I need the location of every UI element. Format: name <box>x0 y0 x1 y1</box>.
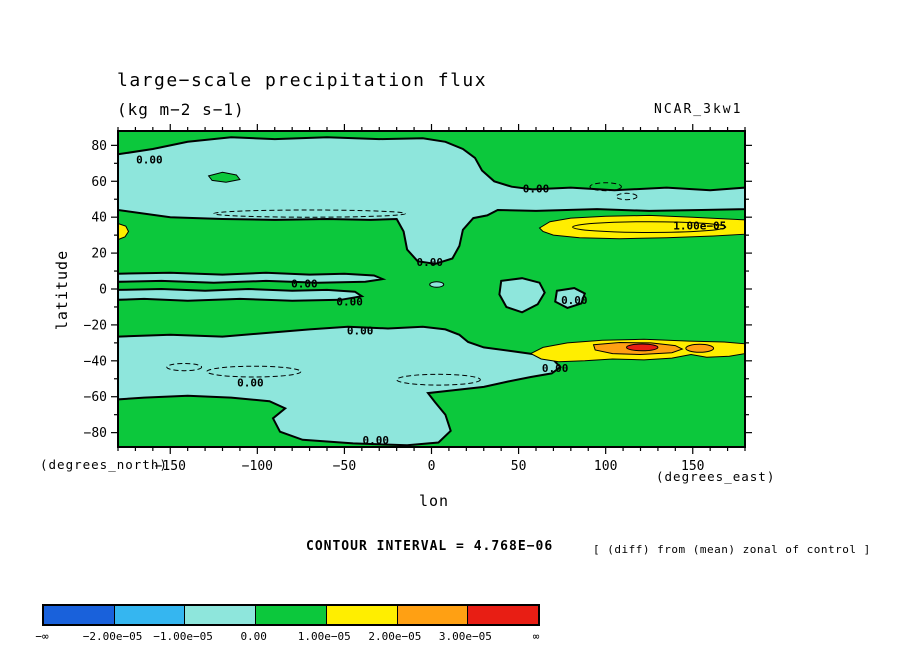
diff-note-text: [ (diff) from (mean) zonal of control ] <box>593 543 871 556</box>
x-tick-label: −50 <box>333 459 356 474</box>
colorbar-segment-orange <box>397 606 469 624</box>
map-feature-north-yellow-inner-contour <box>572 221 727 233</box>
x-axis-label: lon <box>419 492 450 510</box>
model-id-label: NCAR_3kw1 <box>654 102 743 117</box>
colorbar-boundary-label: 2.00e−05 <box>368 630 422 643</box>
map-feature-indian-ocean-cyan <box>498 277 546 314</box>
contour-label: 0.00 <box>561 294 588 307</box>
y-tick-label: 20 <box>91 247 107 262</box>
contour-label: 0.00 <box>237 376 264 389</box>
plot-units: (kg m−2 s−1) <box>117 100 245 119</box>
contour-label: 1.00e−05 <box>673 219 726 232</box>
contour-label: 0.00 <box>363 434 390 447</box>
y-tick-label: 40 <box>91 211 107 226</box>
y-tick-label: −20 <box>84 318 107 333</box>
map-feature-green-island-northwest <box>207 171 241 183</box>
colorbar-segment-red <box>468 606 539 624</box>
x-tick-label: 0 <box>428 459 436 474</box>
contour-label: 0.00 <box>136 154 163 167</box>
y-tick-label: 80 <box>91 139 107 154</box>
map-feature-dashed-contour-south-3 <box>166 363 203 372</box>
colorbar-segment-green <box>256 606 327 624</box>
map-feature-south-orange-east <box>685 343 715 353</box>
contour-label: 0.00 <box>291 278 318 291</box>
axis-ticks <box>111 124 752 454</box>
contour-label: 0.00 <box>417 256 444 269</box>
contour-labels: 0.00 0.00 1.00e−05 0.00 0.00 0.00 0.00 0.00 0.00… <box>136 154 726 447</box>
y-axis-units-label: (degrees_north) <box>40 457 168 472</box>
y-tick-label: −80 <box>84 426 107 441</box>
map-feature-south-cyan-mass <box>117 325 562 447</box>
colorbar-boundary-label: ∞ <box>532 630 540 643</box>
contour-label: 0.00 <box>347 324 374 337</box>
contour-interval-text: CONTOUR INTERVAL = 4.768E−06 <box>306 539 554 554</box>
map-feature-indian-ocean-cyan-east <box>554 287 587 309</box>
x-axis-units-label: (degrees_east) <box>656 469 776 484</box>
contour-label: 0.00 <box>336 296 363 309</box>
y-tick-label: −60 <box>84 390 107 405</box>
colorbar-boundary-label: 1.00e−05 <box>297 630 351 643</box>
map-feature-equatorial-cyan-spot <box>429 281 445 288</box>
map-feature-dashed-contour-northeast-2 <box>615 192 638 201</box>
map-feature-south-red-core <box>626 343 659 352</box>
colorbar-segment-cyan <box>185 606 257 624</box>
map-feature-dashed-contour-north-central <box>213 209 406 218</box>
contour-map-svg: −150 −100 −50 0 50 100 150 80 60 40 20 0 −20 −40 −60 −8… <box>84 124 752 474</box>
x-tick-label: 50 <box>511 459 527 474</box>
plot-title: large−scale precipitation flux <box>117 70 488 91</box>
colorbar-boundary-label: 0.00 <box>240 630 267 643</box>
y-tick-label: 60 <box>91 175 107 190</box>
colorbar-boundary-label: −∞ <box>35 630 49 643</box>
colorbar-labels: −∞ −2.00e−05 −1.00e−05 0.00 1.00e−05 2.00e−05… <box>35 630 540 646</box>
contour-label: 0.00 <box>542 362 569 375</box>
y-axis-label: latitude <box>53 249 71 331</box>
x-tick-label: 100 <box>594 459 617 474</box>
map-feature-equatorial-cyan-band-north <box>117 271 387 284</box>
colorbar-boundary-label: −1.00e−05 <box>153 630 213 643</box>
colorbar-boundary-label: −2.00e−05 <box>82 630 143 643</box>
axis-tick-labels: −150 −100 −50 0 50 100 150 80 60 40 20 0 −20 −40 −60 −8… <box>84 139 705 474</box>
colorbar-boundary-label: 3.00e−05 <box>438 630 492 643</box>
map-feature-dashed-contour-south-1 <box>206 365 302 378</box>
colorbar-segment-yellow <box>326 606 398 624</box>
colorbar-segment-skyblue <box>114 606 186 624</box>
y-tick-label: −40 <box>84 354 107 369</box>
colorbar-segment-blue <box>44 606 115 624</box>
map-feature-dashed-contour-south-2 <box>396 373 481 386</box>
map-features <box>117 136 746 447</box>
colorbar <box>42 604 540 626</box>
y-tick-label: 0 <box>99 283 107 298</box>
map-feature-equatorial-cyan-band-south <box>117 287 365 302</box>
map-feature-dashed-contour-northeast-1 <box>589 182 622 192</box>
x-tick-label: −100 <box>242 459 273 474</box>
contour-label: 0.00 <box>523 182 550 195</box>
map-feature-north-cyan-mass <box>117 136 746 265</box>
x-tick-label: 150 <box>681 459 704 474</box>
x-tick-label: −150 <box>155 459 186 474</box>
